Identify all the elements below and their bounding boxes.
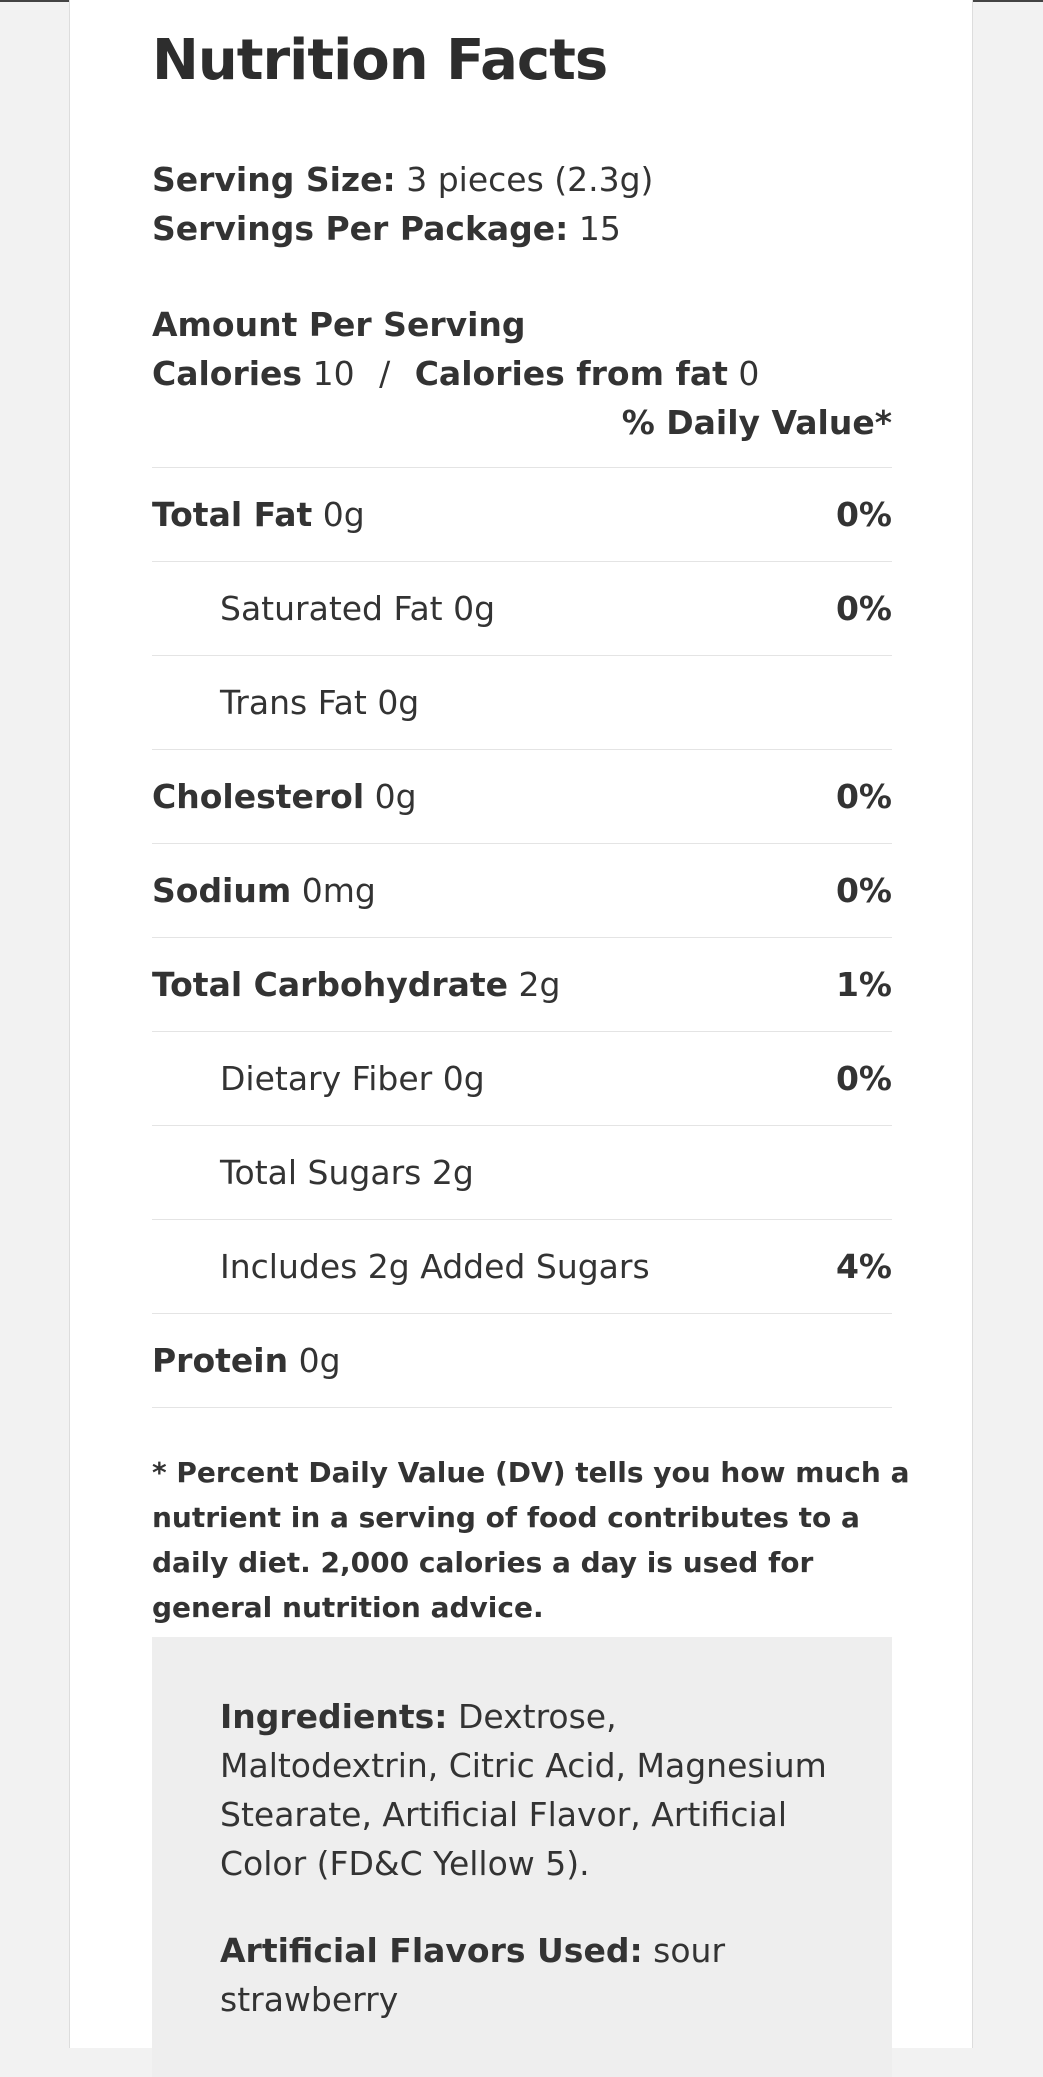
nutrient-name: Cholesterol xyxy=(152,777,365,816)
nutrient-amount: 2g xyxy=(431,1153,474,1192)
nutrient-label: Total Carbohydrate 2g xyxy=(152,965,560,1004)
nutrient-label: Trans Fat 0g xyxy=(152,683,419,722)
nutrient-name: Dietary Fiber xyxy=(220,1059,433,1098)
serving-size-label: Serving Size: xyxy=(152,160,396,199)
nutrient-name: Total Sugars xyxy=(220,1153,422,1192)
daily-value-footnote: * Percent Daily Value (DV) tells you how… xyxy=(152,1456,910,1624)
nutrient-dv: 0% xyxy=(835,1059,892,1098)
serving-size-line: Serving Size: 3 pieces (2.3g) xyxy=(152,155,653,204)
nutrient-label: Protein 0g xyxy=(152,1341,341,1380)
nutrient-amount: 0g xyxy=(374,777,417,816)
nutrient-name: Total Carbohydrate xyxy=(152,965,509,1004)
nutrient-amount: 0g xyxy=(377,683,420,722)
ingredients-content: Ingredients: Dextrose, Maltodextrin, Cit… xyxy=(220,1692,840,2062)
ingredients-panel: Ingredients: Dextrose, Maltodextrin, Cit… xyxy=(152,1637,892,2077)
nutrient-table: Total Fat 0g 0% Saturated Fat 0g 0% Tran… xyxy=(152,467,892,1408)
nutrient-amount: 2g xyxy=(518,965,561,1004)
ingredients-text: Dextrose, Maltodextrin, Citric Acid, Mag… xyxy=(220,1697,827,1883)
nutrient-label: Sodium 0mg xyxy=(152,871,376,910)
nutrient-name: Saturated Fat xyxy=(220,589,443,628)
flavors-text: sour strawberry xyxy=(220,1931,726,2019)
servings-per-package-label: Servings Per Package: xyxy=(152,209,569,248)
nutrient-dv: 0% xyxy=(835,495,892,534)
nutrient-amount: 0mg xyxy=(301,871,376,910)
nutrient-amount: 0g xyxy=(453,589,496,628)
calories-value: 10 xyxy=(312,354,355,393)
nutrient-label: Cholesterol 0g xyxy=(152,777,417,816)
calories-label: Calories xyxy=(152,354,303,393)
nutrient-dv: 1% xyxy=(835,965,892,1004)
nutrient-row-cholesterol: Cholesterol 0g 0% xyxy=(152,750,892,844)
nutrient-amount: 0g xyxy=(322,495,365,534)
flavors-paragraph: Artificial Flavors Used: sour strawberry xyxy=(220,1926,840,2024)
daily-value-header: % Daily Value* xyxy=(621,403,892,442)
nutrient-row-added-sugars: Includes 2g Added Sugars 4% xyxy=(152,1220,892,1314)
nutrient-row-saturated-fat: Saturated Fat 0g 0% xyxy=(152,562,892,656)
nutrient-dv: 0% xyxy=(835,777,892,816)
nutrient-label: Total Fat 0g xyxy=(152,495,365,534)
nutrient-label: Includes 2g Added Sugars xyxy=(152,1247,650,1286)
nutrient-name: Sodium xyxy=(152,871,292,910)
nutrition-card: Nutrition Facts Serving Size: 3 pieces (… xyxy=(69,0,973,2077)
nutrient-label: Dietary Fiber 0g xyxy=(152,1059,485,1098)
nutrient-name: Protein xyxy=(152,1341,289,1380)
nutrient-dv: 0% xyxy=(835,871,892,910)
nutrient-label: Total Sugars 2g xyxy=(152,1153,474,1192)
page-title: Nutrition Facts xyxy=(152,28,608,93)
calories-line: Calories 10 / Calories from fat 0 xyxy=(152,349,892,398)
nutrient-dv: 4% xyxy=(835,1247,892,1286)
nutrient-row-total-fat: Total Fat 0g 0% xyxy=(152,468,892,562)
nutrient-row-trans-fat: Trans Fat 0g xyxy=(152,656,892,750)
serving-size-value: 3 pieces (2.3g) xyxy=(406,160,654,199)
nutrient-row-dietary-fiber: Dietary Fiber 0g 0% xyxy=(152,1032,892,1126)
nutrient-name: Trans Fat xyxy=(220,683,367,722)
nutrient-name: Total Fat xyxy=(152,495,313,534)
nutrient-amount: 0g xyxy=(442,1059,485,1098)
calories-separator: / xyxy=(379,354,391,393)
serving-info: Serving Size: 3 pieces (2.3g) Servings P… xyxy=(152,155,653,253)
nutrient-name: Includes 2g Added Sugars xyxy=(220,1247,650,1286)
nutrient-row-total-sugars: Total Sugars 2g xyxy=(152,1126,892,1220)
nutrient-label: Saturated Fat 0g xyxy=(152,589,495,628)
servings-per-package-line: Servings Per Package: 15 xyxy=(152,204,653,253)
nutrient-row-total-carbohydrate: Total Carbohydrate 2g 1% xyxy=(152,938,892,1032)
fat-calories-label: Calories from fat xyxy=(414,354,728,393)
nutrient-row-sodium: Sodium 0mg 0% xyxy=(152,844,892,938)
servings-per-package-value: 15 xyxy=(578,209,621,248)
amount-per-serving: Amount Per Serving Calories 10 / Calorie… xyxy=(152,300,892,447)
nutrient-row-protein: Protein 0g xyxy=(152,1314,892,1408)
nutrient-dv: 0% xyxy=(835,589,892,628)
nutrient-amount: 0g xyxy=(298,1341,341,1380)
fat-calories-value: 0 xyxy=(738,354,760,393)
amount-heading-line: Amount Per Serving xyxy=(152,300,892,349)
amount-heading: Amount Per Serving xyxy=(152,305,526,344)
flavors-label: Artificial Flavors Used: xyxy=(220,1931,643,1970)
ingredients-label: Ingredients: xyxy=(220,1697,448,1736)
ingredients-paragraph: Ingredients: Dextrose, Maltodextrin, Cit… xyxy=(220,1692,840,1888)
